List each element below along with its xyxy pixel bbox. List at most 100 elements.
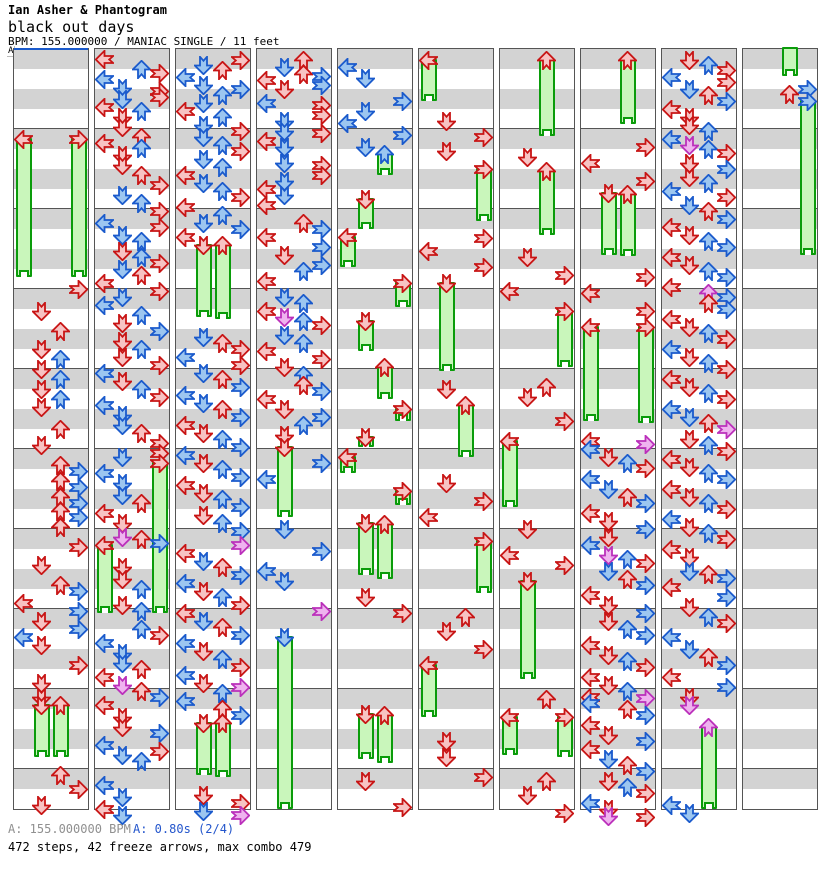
note-arrow-down xyxy=(599,749,619,769)
measure-line xyxy=(176,288,250,289)
note-arrow-down xyxy=(599,611,619,631)
arrow-right-icon xyxy=(231,467,251,487)
freeze-body-left xyxy=(96,544,113,613)
note-arrow-right xyxy=(150,253,170,273)
freeze-tail-notch xyxy=(280,510,290,517)
arrow-down-icon xyxy=(518,519,538,539)
arrow-right-icon xyxy=(555,707,575,727)
measure-line xyxy=(500,608,574,609)
freeze-tail-notch xyxy=(342,466,353,473)
note-arrow-left xyxy=(337,447,357,467)
arrow-up-icon xyxy=(293,64,313,84)
footer-stats-text: 472 steps, 42 freeze arrows, max combo 4… xyxy=(8,840,312,854)
note-arrow-down xyxy=(680,517,700,537)
freeze-tail-notch xyxy=(541,129,552,136)
measure-line xyxy=(257,768,331,769)
arrow-down-icon xyxy=(32,795,52,815)
arrow-right-icon xyxy=(474,127,494,147)
note-arrow-up xyxy=(779,84,799,104)
arrow-down-icon xyxy=(113,527,133,547)
note-arrow-down xyxy=(32,435,52,455)
note-arrow-left xyxy=(256,227,276,247)
measure-line xyxy=(743,768,817,769)
note-arrow-right xyxy=(69,619,89,639)
measure-line xyxy=(176,208,250,209)
arrow-left-icon xyxy=(661,339,681,359)
freeze-body-down xyxy=(34,704,50,757)
arrow-up-icon xyxy=(617,681,637,701)
arrow-down-icon xyxy=(599,645,619,665)
measure-line xyxy=(14,528,88,529)
note-arrow-right xyxy=(636,625,656,645)
arrow-right-icon xyxy=(150,87,170,107)
note-arrow-left xyxy=(337,57,357,77)
arrow-down-icon xyxy=(32,379,52,399)
note-arrow-right xyxy=(717,329,737,349)
note-arrow-down xyxy=(113,287,133,307)
arrow-left-icon xyxy=(175,165,195,185)
note-arrow-down xyxy=(437,473,457,493)
note-arrow-down xyxy=(275,437,295,457)
note-arrow-down xyxy=(356,427,376,447)
note-arrow-up xyxy=(212,513,232,533)
measure-line xyxy=(500,448,574,449)
note-arrow-right xyxy=(555,555,575,575)
arrow-left-icon xyxy=(256,70,276,90)
note-arrow-left xyxy=(256,131,276,151)
note-arrow-left xyxy=(175,543,195,563)
note-arrow-down xyxy=(194,641,214,661)
freeze-tail-notch xyxy=(784,69,795,76)
note-arrow-right xyxy=(312,601,332,621)
arrow-right-icon xyxy=(150,687,170,707)
note-arrow-up xyxy=(50,389,70,409)
note-arrow-down xyxy=(356,771,376,791)
arrow-up-icon xyxy=(536,771,556,791)
note-arrow-left xyxy=(94,395,114,415)
arrow-right-icon xyxy=(555,301,575,321)
note-arrow-down xyxy=(275,325,295,345)
note-arrow-up xyxy=(50,501,70,521)
note-arrow-up xyxy=(212,369,232,389)
note-arrow-down xyxy=(194,581,214,601)
arrow-right-icon xyxy=(636,807,656,827)
note-arrow-right xyxy=(150,217,170,237)
arrow-down-icon xyxy=(32,695,52,715)
freeze-tail-notch xyxy=(18,270,29,277)
note-arrow-right xyxy=(636,317,656,337)
note-arrow-right xyxy=(312,123,332,143)
note-arrow-left xyxy=(499,545,519,565)
arrow-down-icon xyxy=(275,185,295,205)
arrow-right-icon xyxy=(231,50,251,70)
freeze-body-left xyxy=(501,440,518,507)
freeze-body-up xyxy=(376,523,393,579)
note-arrow-down xyxy=(32,795,52,815)
note-arrow-right xyxy=(312,349,332,369)
note-arrow-right xyxy=(231,805,251,825)
note-arrow-down xyxy=(518,519,538,539)
arrow-down-icon xyxy=(518,571,538,591)
note-arrow-down xyxy=(437,141,457,161)
chart-column-1 xyxy=(13,48,89,815)
arrow-down-icon xyxy=(113,313,133,333)
note-arrow-left xyxy=(256,271,276,291)
arrow-up-icon xyxy=(293,415,313,435)
arrow-down-icon xyxy=(599,675,619,695)
note-arrow-down xyxy=(680,79,700,99)
arrow-up-icon xyxy=(131,423,151,443)
arrow-left-icon xyxy=(175,445,195,465)
note-arrow-up xyxy=(131,579,151,599)
arrow-down-icon xyxy=(113,595,133,615)
note-arrow-down xyxy=(356,189,376,209)
arrow-left-icon xyxy=(580,317,600,337)
arrow-down-icon xyxy=(599,479,619,499)
arrow-up-icon xyxy=(698,231,718,251)
note-arrow-right xyxy=(717,91,737,111)
arrow-down-icon xyxy=(518,785,538,805)
note-arrow-left xyxy=(499,281,519,301)
freeze-tail-notch xyxy=(280,802,290,809)
note-arrow-left xyxy=(175,165,195,185)
measure-line xyxy=(743,528,817,529)
arrow-left-icon xyxy=(661,99,681,119)
note-arrow-down xyxy=(113,595,133,615)
note-arrow-right xyxy=(717,267,737,287)
